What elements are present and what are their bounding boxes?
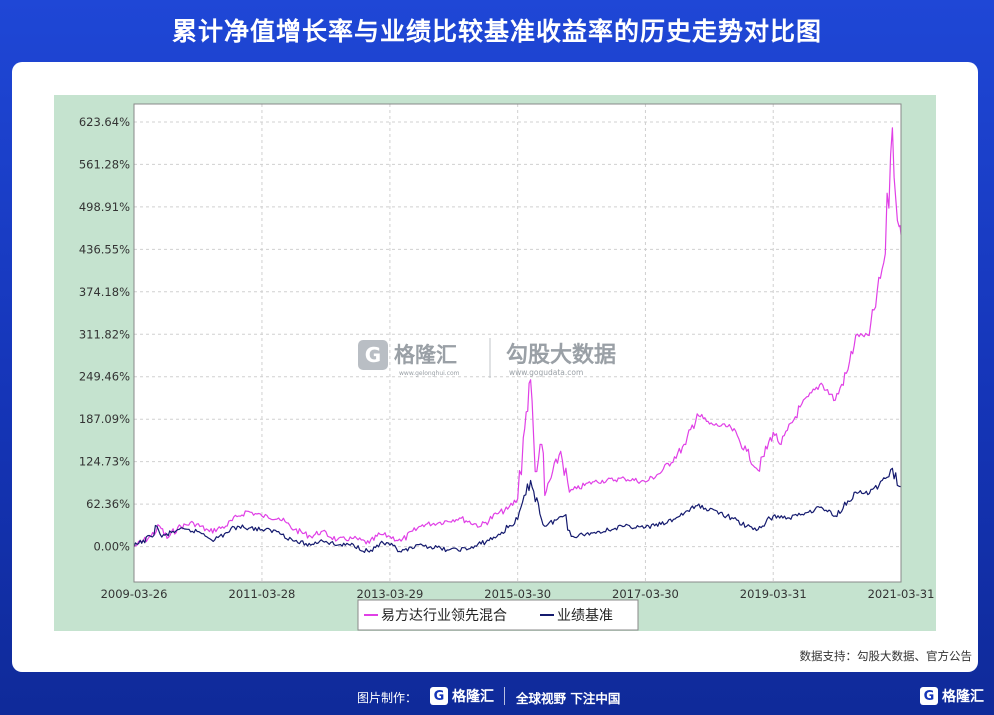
page-title: 累计净值增长率与业绩比较基准收益率的历史走势对比图	[171, 17, 822, 46]
footer: 图片制作： G 格隆汇 全球视野 下注中国 G 格隆汇	[0, 683, 994, 709]
x-tick-label: 2013-03-29	[356, 587, 423, 601]
y-axis: 0.00% 62.36% 124.73% 187.09% 249.46% 311.82% 3…	[79, 115, 130, 554]
y-tick-label: 498.91%	[79, 200, 130, 214]
legend: 易方达行业领先混合 业绩基准	[357, 599, 639, 631]
fund-line	[133, 127, 902, 548]
benchmark-line	[133, 467, 902, 553]
x-tick-label: 2019-03-31	[740, 587, 807, 601]
data-source: 数据支持：勾股大数据、官方公告	[799, 649, 973, 663]
series	[133, 127, 902, 553]
gelonghui-logo-icon: G	[358, 340, 388, 370]
y-tick-label: 124.73%	[79, 455, 130, 469]
watermark-url-b: www.gogudata.com	[509, 368, 583, 377]
footer-brand-logo: G 格隆汇	[430, 685, 494, 707]
y-tick-label: 249.46%	[79, 370, 130, 384]
y-tick-label: 62.36%	[86, 497, 130, 511]
chart: G 格隆汇 www.gelonghui.com 勾股大数据 www.goguda…	[54, 95, 936, 631]
watermark: G 格隆汇 www.gelonghui.com 勾股大数据 www.goguda…	[358, 338, 616, 378]
legend-label-benchmark: 业绩基准	[557, 607, 613, 624]
legend-label-fund: 易方达行业领先混合	[381, 608, 507, 624]
footer-brand-right-logo: G 格隆汇	[920, 683, 984, 709]
watermark-brand-a: 格隆汇	[394, 343, 457, 367]
footer-slogan: 全球视野 下注中国	[516, 691, 621, 706]
y-tick-label: 374.18%	[79, 285, 130, 299]
y-tick-label: 0.00%	[93, 540, 130, 554]
y-tick-label: 311.82%	[79, 327, 130, 341]
x-tick-label: 2009-03-26	[101, 587, 168, 601]
gelonghui-logo-icon: G	[920, 687, 938, 705]
x-tick-label: 2015-03-30	[484, 587, 551, 601]
footer-brand: 格隆汇	[452, 689, 494, 705]
plot-border	[133, 103, 902, 583]
y-tick-label: 187.09%	[79, 412, 130, 426]
x-tick-label: 2021-03-31	[868, 587, 935, 601]
footer-credit: 图片制作：	[357, 691, 418, 705]
y-tick-label: 561.28%	[79, 157, 130, 171]
y-tick-label: 436.55%	[79, 242, 130, 256]
watermark-brand-b: 勾股大数据	[506, 342, 616, 368]
footer-brand-right: 格隆汇	[942, 689, 984, 705]
svg-text:G: G	[365, 343, 381, 367]
x-axis: 2009-03-26 2011-03-28 2013-03-29 2015-03-30…	[101, 587, 935, 601]
x-tick-label: 2017-03-30	[612, 587, 679, 601]
x-tick-label: 2011-03-28	[229, 587, 296, 601]
chart-card: G 格隆汇 www.gelonghui.com 勾股大数据 www.goguda…	[12, 62, 978, 672]
gelonghui-logo-icon: G	[430, 687, 448, 705]
watermark-url-a: www.gelonghui.com	[399, 370, 460, 377]
y-tick-label: 623.64%	[79, 115, 130, 129]
footer-divider	[504, 687, 505, 705]
